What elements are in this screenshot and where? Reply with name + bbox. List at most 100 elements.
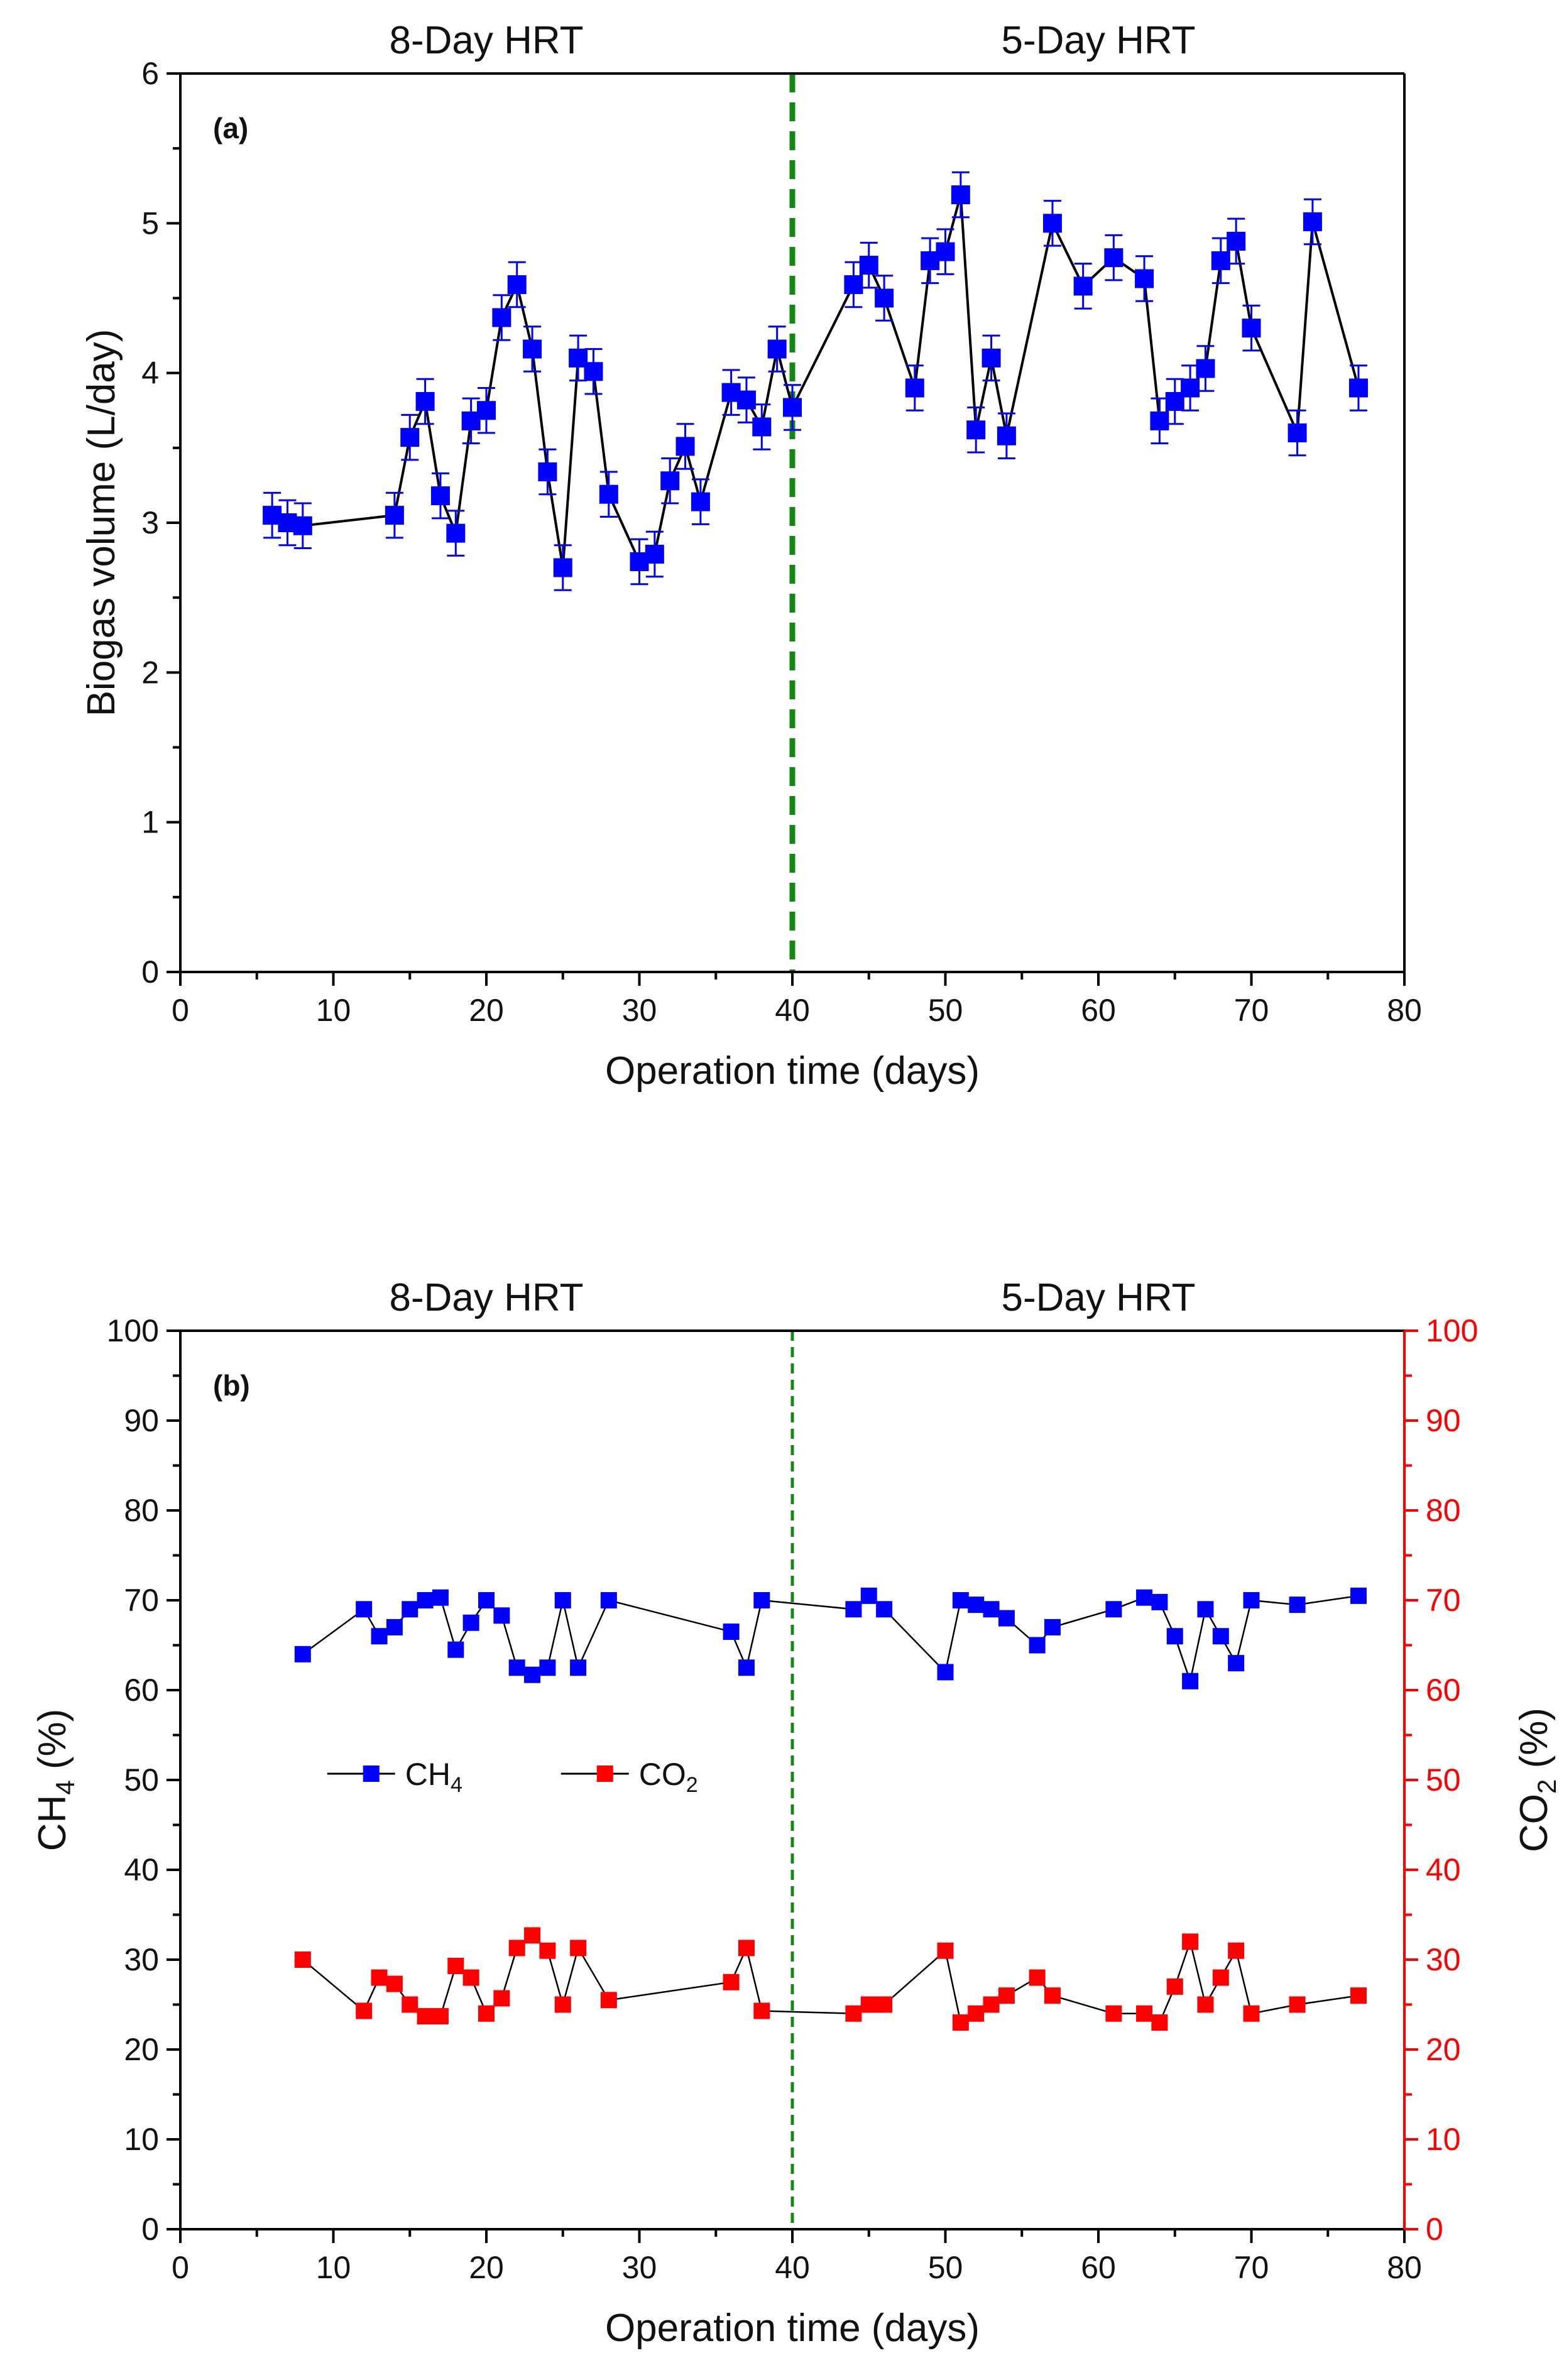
ch4-point	[998, 1610, 1015, 1627]
hrt-label-8-day: 8-Day HRT	[390, 19, 584, 62]
biogas-point	[1181, 378, 1200, 398]
y-tick-label: 50	[124, 1762, 159, 1798]
co2-point	[876, 1996, 893, 2013]
biogas-point	[1303, 212, 1322, 231]
hrt-label-5-day: 5-Day HRT	[1002, 19, 1196, 62]
co2-point	[968, 2005, 985, 2022]
x-tick-label: 40	[775, 2250, 810, 2285]
ch4-point	[952, 1592, 969, 1608]
y-tick-label: 4	[141, 356, 159, 391]
ch4-point	[937, 1664, 954, 1681]
legend-label: CO2	[639, 1757, 698, 1797]
co2-point	[1228, 1942, 1245, 1959]
ch4-point	[860, 1587, 877, 1604]
ch4-point	[968, 1597, 985, 1613]
ch4-point	[570, 1659, 587, 1676]
y-right-tick-label: 20	[1426, 2032, 1461, 2067]
legend-label: CH4	[405, 1757, 462, 1797]
biogas-point	[430, 486, 450, 506]
co2-point	[845, 2005, 862, 2022]
co2-point	[402, 1996, 418, 2013]
co2-point	[570, 1940, 587, 1957]
y-right-tick-label: 90	[1426, 1403, 1461, 1438]
biogas-point	[1135, 269, 1154, 288]
biogas-point	[599, 484, 618, 504]
y-right-tick-label: 10	[1426, 2122, 1461, 2157]
biogas-point	[1104, 248, 1124, 268]
ch4-point	[356, 1601, 373, 1618]
y-tick-label: 20	[124, 2032, 159, 2067]
y-right-tick-label: 100	[1426, 1313, 1478, 1348]
y-tick-label: 10	[124, 2122, 159, 2157]
biogas-point	[660, 471, 680, 491]
ch4-point	[753, 1592, 770, 1608]
co2-point	[356, 2002, 373, 2019]
ch4-point	[1166, 1628, 1183, 1645]
y-right-tick-label: 50	[1426, 1762, 1461, 1798]
panel-label: (b)	[213, 1369, 250, 1402]
biogas-point	[1348, 378, 1368, 398]
y-tick-label: 2	[141, 655, 159, 690]
y-tick-label: 40	[124, 1852, 159, 1887]
x-tick-label: 70	[1234, 993, 1269, 1028]
biogas-point	[767, 339, 787, 359]
y-right-tick-label: 0	[1426, 2212, 1443, 2247]
ch4-point	[402, 1601, 418, 1618]
biogas-point	[691, 492, 710, 511]
co2-point	[508, 1940, 525, 1957]
co2-point	[1029, 1969, 1046, 1986]
biogas-point	[936, 242, 955, 261]
biogas-point	[675, 437, 695, 456]
x-tick-label: 30	[622, 993, 657, 1028]
co2-point	[447, 1958, 464, 1975]
y-tick-label: 60	[124, 1673, 159, 1708]
ch4-point	[738, 1659, 755, 1676]
biogas-point	[859, 256, 878, 275]
ch4-point	[1212, 1628, 1229, 1645]
biogas-point	[645, 545, 664, 564]
biogas-point	[1227, 231, 1246, 251]
ch4-point	[1197, 1601, 1214, 1618]
biogas-point	[875, 288, 894, 308]
co2-point	[432, 2008, 449, 2025]
y-tick-label: 0	[141, 2212, 159, 2247]
y-tick-label: 100	[107, 1313, 159, 1348]
y-right-axis-title-group: CO2 (%)	[1512, 1708, 1561, 1852]
co2-point	[371, 1969, 388, 1986]
biogas-point	[523, 339, 542, 359]
co2-point	[294, 1951, 311, 1968]
x-tick-label: 10	[316, 2250, 351, 2285]
co2-point	[478, 2005, 495, 2022]
biogas-point	[736, 390, 756, 410]
biogas-point	[1242, 319, 1261, 338]
ch4-point	[447, 1641, 464, 1658]
biogas-point	[507, 275, 527, 295]
y-tick-label: 90	[124, 1403, 159, 1438]
x-tick-label: 80	[1387, 993, 1422, 1028]
y-tick-label: 70	[124, 1583, 159, 1618]
biogas-point	[1150, 411, 1169, 430]
y-tick-label: 3	[141, 505, 159, 540]
co2-point	[983, 1996, 1000, 2013]
biogas-point	[1211, 251, 1230, 270]
co2-point	[937, 1942, 954, 1959]
y-tick-label: 0	[141, 954, 159, 990]
y-left-axis-title-group: CH4 (%)	[31, 1709, 80, 1852]
panel-a-biogas-volume-chart: 0 10 20 30 40 50 60 70 80 0 1 2 3 4 5 6 8-Day HRT 5-Day H…	[80, 19, 1422, 1093]
ch4-point	[983, 1601, 1000, 1618]
co2-point	[1105, 2005, 1122, 2022]
biogas-point	[477, 401, 496, 420]
biogas-point	[1196, 359, 1215, 378]
biogas-point	[293, 516, 312, 535]
y-axis-title: Biogas volume (L/day)	[80, 329, 123, 717]
x-tick-label: 40	[775, 993, 810, 1028]
y-right-tick-label: 30	[1426, 1942, 1461, 1977]
ch4-point	[371, 1628, 388, 1645]
x-tick-label: 50	[928, 2250, 963, 2285]
x-tick-label: 10	[316, 993, 351, 1028]
x-tick-label: 0	[172, 2250, 189, 2285]
y-right-tick-label: 80	[1426, 1493, 1461, 1528]
y-tick-label: 5	[141, 205, 159, 241]
